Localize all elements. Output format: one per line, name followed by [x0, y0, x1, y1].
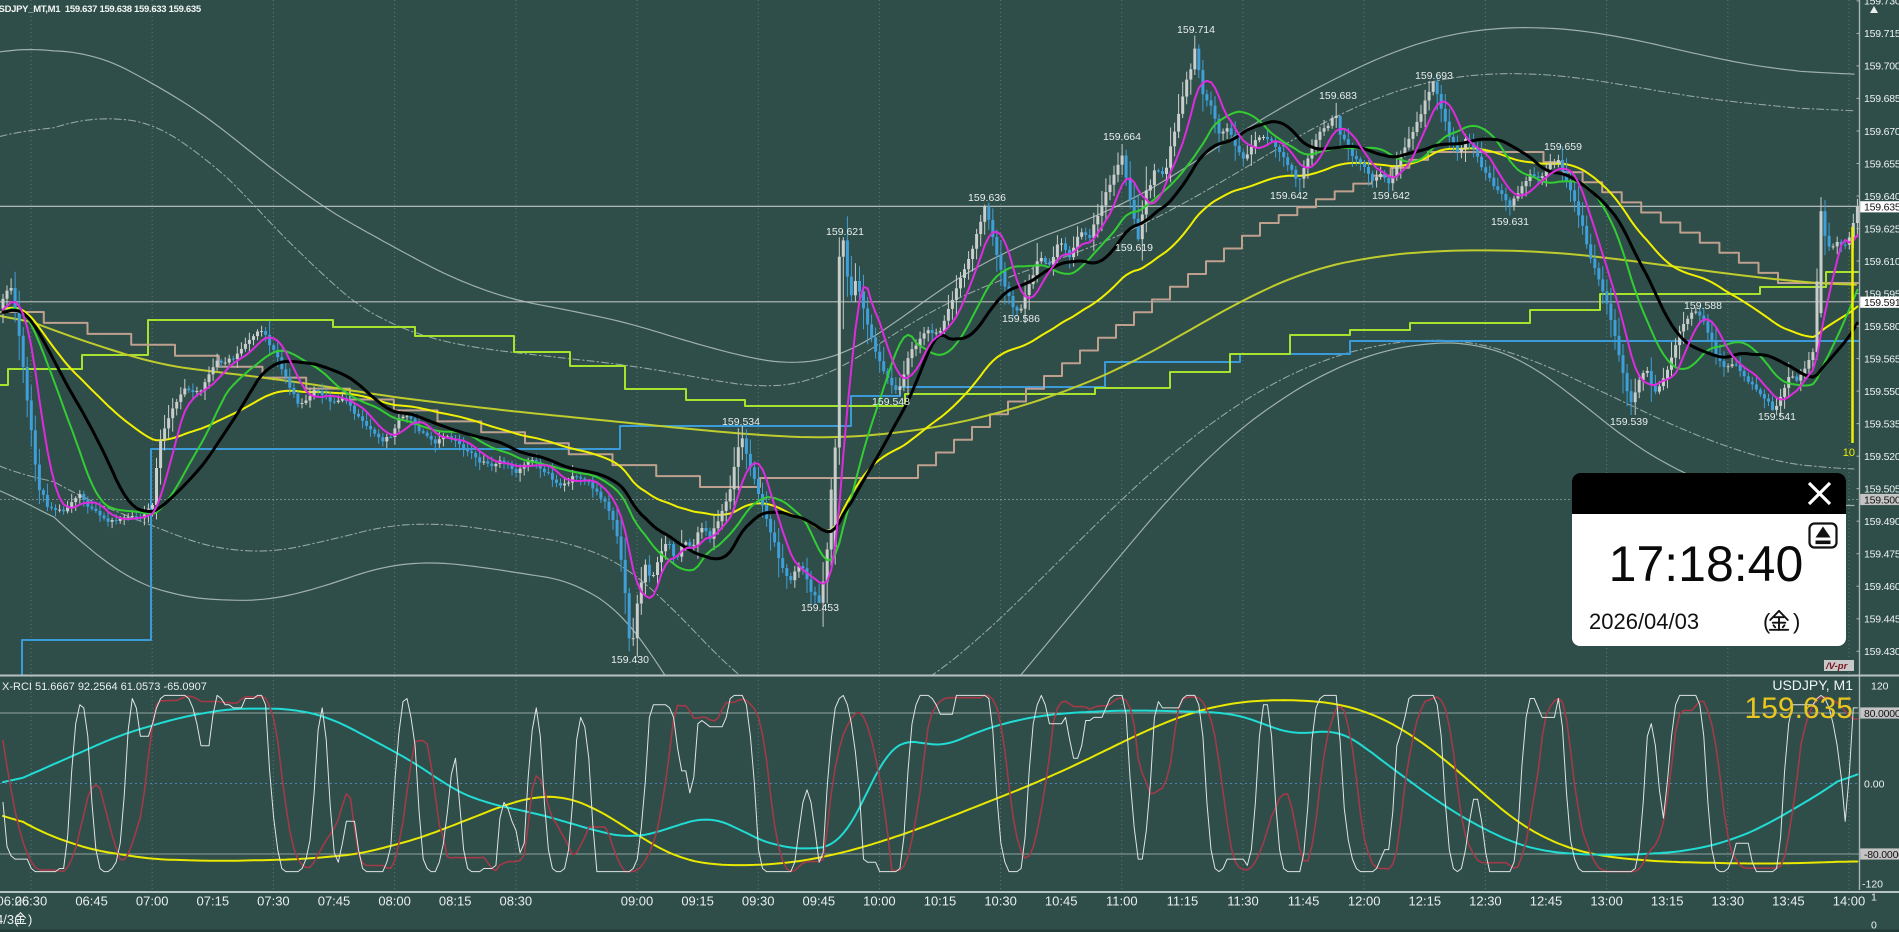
svg-text:159.714: 159.714: [1177, 24, 1215, 36]
svg-text:07:45: 07:45: [318, 894, 351, 909]
svg-text:159.580: 159.580: [1864, 321, 1899, 333]
svg-text:159.636: 159.636: [968, 192, 1006, 204]
svg-text:10:45: 10:45: [1045, 894, 1078, 909]
svg-text:159.591: 159.591: [1864, 297, 1899, 309]
svg-text:159.664: 159.664: [1103, 131, 1141, 143]
svg-text:09:45: 09:45: [803, 894, 836, 909]
svg-text:07:00: 07:00: [136, 894, 169, 909]
svg-text:159.693: 159.693: [1415, 70, 1453, 82]
svg-text:159.539: 159.539: [1610, 416, 1648, 428]
svg-text:06:26: 06:26: [0, 894, 29, 909]
svg-text:0.00: 0.00: [1864, 778, 1885, 790]
svg-text:159.642: 159.642: [1372, 190, 1410, 202]
svg-text:13:00: 13:00: [1590, 894, 1623, 909]
svg-text:): ): [28, 912, 32, 927]
svg-text:159.621: 159.621: [826, 226, 864, 238]
svg-text:12:15: 12:15: [1409, 894, 1442, 909]
svg-text:11:00: 11:00: [1106, 894, 1138, 909]
svg-text:08:00: 08:00: [378, 894, 411, 909]
svg-text:(: (: [1763, 609, 1771, 634]
svg-text:10:15: 10:15: [924, 894, 957, 909]
svg-text:17:18:40: 17:18:40: [1609, 536, 1804, 592]
svg-text:159.685: 159.685: [1864, 93, 1899, 105]
svg-text:13:15: 13:15: [1651, 894, 1684, 909]
svg-text:07:30: 07:30: [257, 894, 290, 909]
svg-text:-120: -120: [1862, 879, 1883, 891]
svg-text:159.430: 159.430: [1864, 646, 1899, 658]
svg-text:10:00: 10:00: [863, 894, 896, 909]
svg-text:159.520: 159.520: [1864, 451, 1899, 463]
svg-text:09:00: 09:00: [621, 894, 654, 909]
svg-text:159.550: 159.550: [1864, 386, 1899, 398]
svg-text:USDJPY, M1: USDJPY, M1: [1772, 677, 1853, 693]
svg-text:4/3(: 4/3(: [0, 912, 19, 927]
svg-text:09:15: 09:15: [681, 894, 714, 909]
svg-text:159.640: 159.640: [1864, 191, 1899, 203]
svg-text:159.610: 159.610: [1864, 256, 1899, 268]
svg-text:12:00: 12:00: [1348, 894, 1381, 909]
svg-text:159.445: 159.445: [1864, 614, 1899, 626]
svg-text:09:30: 09:30: [742, 894, 775, 909]
svg-text:159.586: 159.586: [1002, 313, 1040, 325]
svg-text:159.631: 159.631: [1491, 216, 1529, 228]
svg-text:X-RCI 51.6667 92.2564 61.0573: X-RCI 51.6667 92.2564 61.0573 -65.0907: [2, 681, 207, 693]
svg-text:13:45: 13:45: [1772, 894, 1805, 909]
svg-text:159.700: 159.700: [1864, 61, 1899, 73]
svg-text:159.635: 159.635: [1864, 202, 1899, 214]
svg-text:-80.0000: -80.0000: [1864, 849, 1899, 861]
svg-text:06:45: 06:45: [75, 894, 108, 909]
svg-text:159.534: 159.534: [722, 416, 760, 428]
svg-text:07:15: 07:15: [197, 894, 230, 909]
svg-text:0: 0: [1871, 920, 1877, 932]
svg-text:): ): [1793, 609, 1800, 634]
svg-text:159.475: 159.475: [1864, 549, 1899, 561]
svg-text:159.565: 159.565: [1864, 353, 1899, 365]
svg-text:159.730: 159.730: [1864, 0, 1899, 8]
svg-text:USDJPY_MT,M1 159.637 159.638: USDJPY_MT,M1 159.637 159.638 159.633 159…: [0, 4, 202, 15]
svg-text:159.619: 159.619: [1115, 242, 1153, 254]
svg-text:1: 1: [1871, 892, 1877, 904]
svg-text:159.625: 159.625: [1864, 223, 1899, 235]
svg-text:06:30: 06:30: [15, 894, 48, 909]
svg-text:80.0000: 80.0000: [1864, 708, 1899, 720]
svg-text:159.715: 159.715: [1864, 28, 1899, 40]
svg-text:159.430: 159.430: [611, 654, 649, 666]
svg-text:2026/04/03: 2026/04/03: [1589, 609, 1699, 634]
svg-text:159.683: 159.683: [1319, 90, 1357, 102]
svg-text:159.655: 159.655: [1864, 158, 1899, 170]
svg-text:159.460: 159.460: [1864, 581, 1899, 593]
svg-text:11:30: 11:30: [1227, 894, 1259, 909]
svg-text:159.659: 159.659: [1544, 141, 1582, 153]
svg-text:10:30: 10:30: [984, 894, 1017, 909]
svg-text:08:30: 08:30: [500, 894, 533, 909]
svg-text:13:30: 13:30: [1712, 894, 1745, 909]
svg-text:12:45: 12:45: [1530, 894, 1563, 909]
svg-text:120: 120: [1871, 681, 1889, 693]
svg-text:159.642: 159.642: [1270, 190, 1308, 202]
svg-text:159.541: 159.541: [1758, 411, 1796, 423]
svg-text:10: 10: [1843, 447, 1855, 459]
svg-text:11:15: 11:15: [1167, 894, 1199, 909]
svg-text:159.453: 159.453: [801, 602, 839, 614]
svg-text:12:30: 12:30: [1469, 894, 1502, 909]
svg-text:159.670: 159.670: [1864, 126, 1899, 138]
svg-text:14:00: 14:00: [1833, 894, 1866, 909]
svg-text:159.500: 159.500: [1864, 494, 1899, 506]
svg-text:08:15: 08:15: [439, 894, 472, 909]
svg-text:159.490: 159.490: [1864, 516, 1899, 528]
svg-text:159.635: 159.635: [1745, 692, 1853, 725]
svg-text:159.505: 159.505: [1864, 484, 1899, 496]
svg-text:159.588: 159.588: [1684, 300, 1722, 312]
svg-text:11:45: 11:45: [1288, 894, 1320, 909]
svg-text:/V-pr: /V-pr: [1825, 661, 1849, 672]
svg-text:159.548: 159.548: [872, 396, 910, 408]
svg-text:159.535: 159.535: [1864, 418, 1899, 430]
